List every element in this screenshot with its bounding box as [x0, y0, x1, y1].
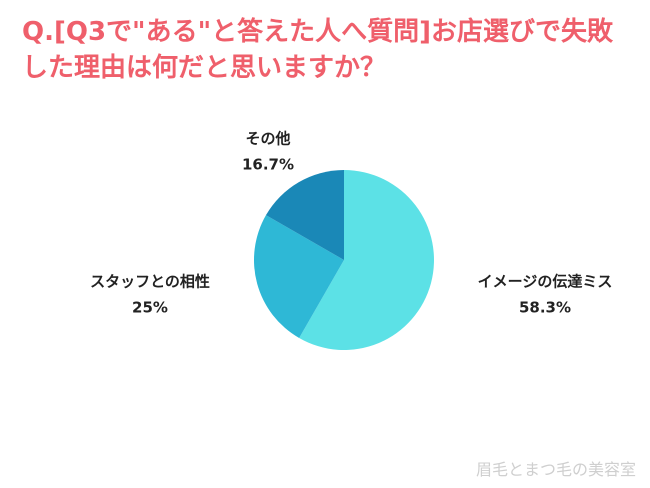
slice-label: スタッフとの相性: [90, 273, 210, 291]
slice-label: その他: [245, 130, 290, 148]
chart-title: Q.[Q3で"ある"と答えた人へ質問]お店選びで失敗した理由は何だと思いますか？: [22, 17, 614, 83]
value-label: 16.7%: [242, 156, 294, 174]
slice-label: イメージの伝達ミス: [478, 273, 613, 291]
pie-slice: [265, 170, 344, 260]
pie-slice: [299, 170, 434, 350]
value-label: 25%: [132, 299, 168, 317]
watermark: 眉毛とまつ毛の美容室: [475, 460, 636, 479]
pie-slice: [253, 215, 344, 339]
value-label: 58.3%: [519, 299, 571, 317]
